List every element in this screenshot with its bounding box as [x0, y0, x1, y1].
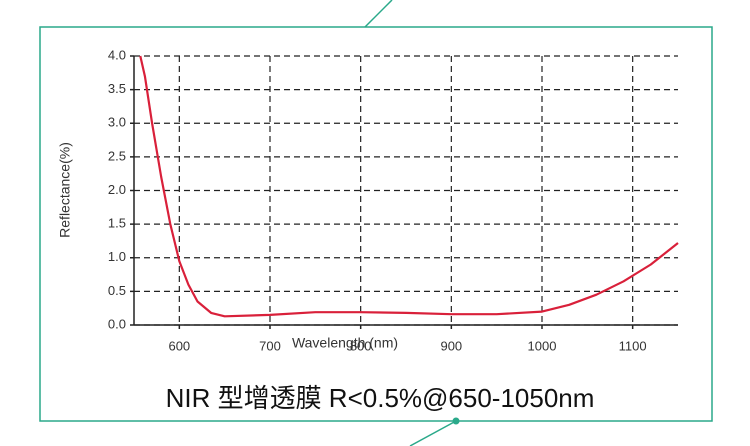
x-tick-label: 600: [168, 338, 190, 353]
x-axis-label: Wavelength (nm): [292, 335, 398, 351]
caption: NIR 型增透膜 R<0.5%@650-1050nm: [166, 383, 595, 413]
y-tick-label: 1.0: [108, 249, 126, 264]
connector: [409, 420, 457, 446]
x-tick-label: 1000: [528, 338, 557, 353]
y-tick-label: 0.0: [108, 316, 126, 331]
y-tick-label: 3.5: [108, 81, 126, 96]
y-axis-label: Reflectance(%): [57, 142, 73, 238]
x-tick-label: 1100: [619, 338, 647, 353]
connector: [364, 0, 393, 28]
data-line: [139, 55, 679, 318]
frame: [39, 26, 713, 422]
y-tick-label: 3.0: [108, 115, 126, 130]
y-tick-label: 0.5: [108, 283, 126, 298]
y-tick-label: 1.5: [108, 216, 126, 231]
y-tick-label: 2.5: [108, 148, 126, 163]
connector-dot: [452, 417, 460, 425]
x-tick-label: 700: [259, 338, 281, 353]
y-tick-label: 4.0: [108, 47, 126, 62]
x-tick-label: 900: [440, 338, 462, 353]
y-tick-label: 2.0: [108, 182, 126, 197]
x-tick-label: 800: [350, 338, 372, 353]
